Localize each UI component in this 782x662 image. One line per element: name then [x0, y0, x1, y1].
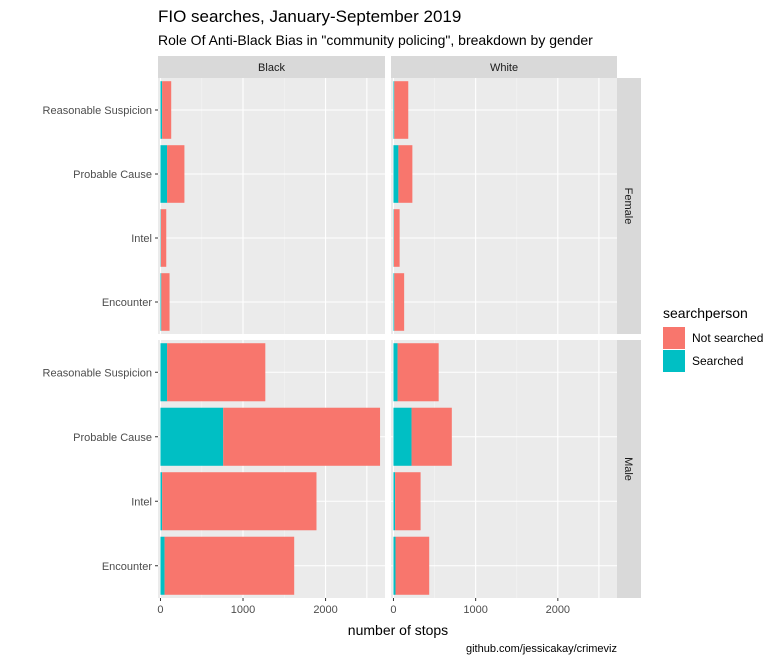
bar-not-searched-white-male-intel: [395, 472, 421, 531]
bar-searched-white-male-reasonable-suspicion: [393, 343, 398, 402]
bar-not-searched-white-female-reasonable-suspicion: [394, 81, 409, 139]
bar-searched-black-male-intel: [160, 472, 163, 531]
y-tick-label-intel: Intel: [131, 496, 152, 508]
bar-not-searched-black-female-intel: [160, 209, 167, 267]
facet-strip-label-male: Male: [622, 457, 634, 481]
bar-not-searched-black-male-probable-cause: [223, 407, 381, 466]
bar-searched-black-male-probable-cause: [160, 407, 224, 466]
facet-strip-label-black: Black: [258, 62, 285, 74]
bar-not-searched-white-female-encounter: [394, 273, 405, 331]
bar-searched-white-female-reasonable-suspicion: [393, 81, 395, 139]
x-axis-title: number of stops: [348, 622, 448, 638]
bar-searched-white-female-encounter: [393, 273, 395, 331]
x-tick-label-0: 0: [157, 604, 163, 616]
bar-searched-white-male-probable-cause: [393, 407, 412, 466]
x-tick-label-2000: 2000: [313, 604, 337, 616]
legend-label-searched: Searched: [692, 354, 743, 368]
facet-panels: Black White Female Male Reasonable Suspicion…: [43, 56, 641, 616]
bar-searched-black-female-reasonable-suspicion: [160, 81, 163, 139]
y-tick-label-encounter: Encounter: [102, 561, 152, 573]
bar-searched-white-male-encounter: [393, 536, 396, 595]
panel-bg-black-female: [158, 78, 385, 334]
y-tick-label-reasonable-suspicion: Reasonable Suspicion: [43, 105, 152, 117]
bar-not-searched-black-female-encounter: [161, 273, 170, 331]
facet-strip-label-white: White: [490, 62, 518, 74]
bar-not-searched-white-male-probable-cause: [411, 407, 452, 466]
legend-label-not-searched: Not searched: [692, 331, 763, 345]
bar-not-searched-black-female-probable-cause: [167, 145, 185, 203]
bar-searched-black-male-reasonable-suspicion: [160, 343, 168, 402]
y-tick-label-reasonable-suspicion: Reasonable Suspicion: [43, 367, 152, 379]
bar-not-searched-white-female-intel: [393, 209, 400, 267]
legend-key-not-searched: [663, 327, 685, 349]
chart-subtitle: Role Of Anti-Black Bias in "community po…: [158, 32, 593, 48]
bar-searched-black-female-encounter: [160, 273, 162, 331]
x-tick-label-1000: 1000: [231, 604, 255, 616]
y-tick-label-probable-cause: Probable Cause: [73, 169, 152, 181]
bar-not-searched-white-female-probable-cause: [398, 145, 413, 203]
chart-title: FIO searches, January-September 2019: [158, 7, 461, 26]
bar-not-searched-white-male-reasonable-suspicion: [397, 343, 439, 402]
panel-bg-white-female: [391, 78, 617, 334]
y-tick-label-probable-cause: Probable Cause: [73, 432, 152, 444]
bar-not-searched-black-male-intel: [162, 472, 317, 531]
bar-not-searched-black-female-reasonable-suspicion: [162, 81, 172, 139]
x-tick-label-1000: 1000: [463, 604, 487, 616]
bar-searched-black-male-encounter: [160, 536, 165, 595]
chart-caption: github.com/jessicakay/crimeviz: [466, 643, 617, 655]
x-tick-label-2000: 2000: [546, 604, 570, 616]
bar-not-searched-black-male-encounter: [164, 536, 295, 595]
legend-key-searched: [663, 350, 685, 372]
facet-strip-male: [617, 340, 641, 598]
bar-not-searched-white-male-encounter: [395, 536, 430, 595]
facet-strip-female: [617, 78, 641, 334]
bar-searched-black-female-probable-cause: [160, 145, 168, 203]
bar-searched-white-male-intel: [393, 472, 396, 531]
bar-searched-white-female-probable-cause: [393, 145, 399, 203]
legend-title: searchperson: [663, 305, 748, 321]
facet-strip-label-female: Female: [622, 188, 634, 225]
legend: searchperson Not searched Searched: [663, 305, 763, 372]
facet-strip-black: [158, 56, 385, 78]
y-tick-label-intel: Intel: [131, 233, 152, 245]
bar-not-searched-black-male-reasonable-suspicion: [167, 343, 266, 402]
y-tick-label-encounter: Encounter: [102, 297, 152, 309]
facet-strip-white: [391, 56, 617, 78]
x-tick-label-0: 0: [390, 604, 396, 616]
